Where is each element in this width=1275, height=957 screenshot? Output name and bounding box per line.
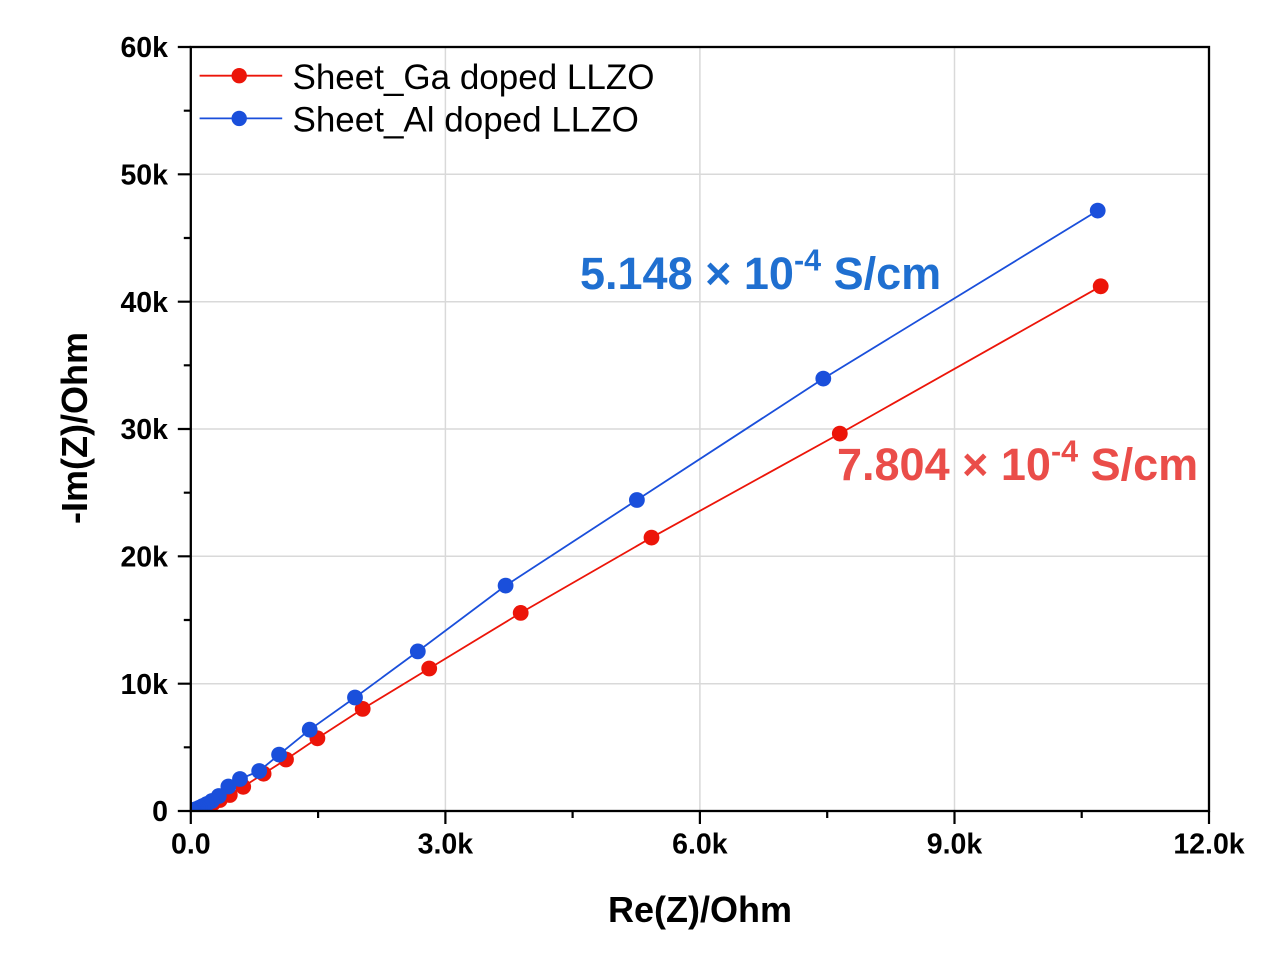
- svg-text:Re(Z)/Ohm: Re(Z)/Ohm: [608, 889, 792, 930]
- svg-text:60k: 60k: [120, 32, 168, 64]
- svg-text:Sheet_Al doped LLZO: Sheet_Al doped LLZO: [293, 101, 639, 140]
- svg-text:Sheet_Ga doped LLZO: Sheet_Ga doped LLZO: [293, 58, 655, 97]
- svg-text:10k: 10k: [120, 669, 168, 701]
- svg-text:20k: 20k: [120, 542, 168, 574]
- svg-text:7.804 × 10-4 S/cm: 7.804 × 10-4 S/cm: [837, 434, 1198, 490]
- svg-text:12.0k: 12.0k: [1173, 829, 1244, 861]
- svg-text:0.0: 0.0: [171, 829, 211, 861]
- svg-text:-Im(Z)/Ohm: -Im(Z)/Ohm: [54, 332, 95, 524]
- svg-text:5.148 × 10-4 S/cm: 5.148 × 10-4 S/cm: [580, 243, 941, 299]
- svg-text:40k: 40k: [120, 287, 168, 319]
- svg-text:9.0k: 9.0k: [927, 829, 983, 861]
- svg-text:6.0k: 6.0k: [672, 829, 728, 861]
- svg-text:30k: 30k: [120, 414, 168, 446]
- svg-text:0: 0: [152, 796, 168, 828]
- svg-text:50k: 50k: [120, 160, 168, 192]
- svg-text:3.0k: 3.0k: [418, 829, 474, 861]
